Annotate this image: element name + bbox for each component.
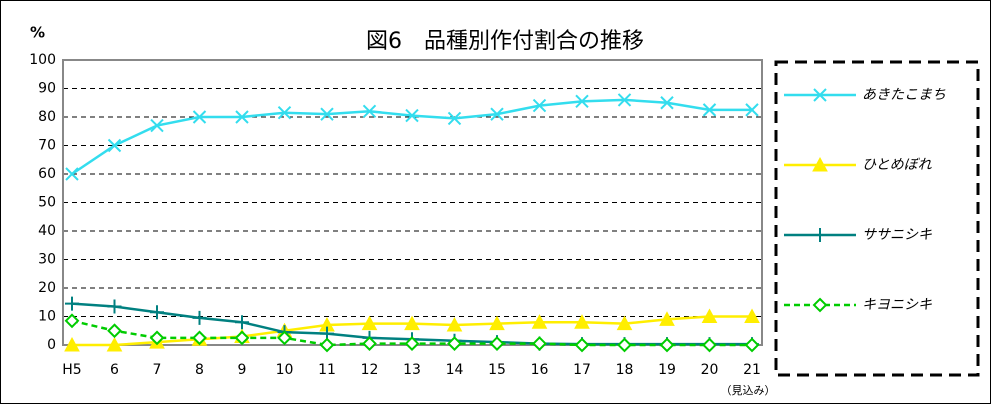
legend-marker [812, 156, 828, 172]
marker [320, 107, 334, 121]
marker [532, 336, 547, 351]
x-tick-label: 18 [616, 362, 634, 378]
x-tick-label: 15 [488, 362, 506, 378]
marker [404, 336, 420, 351]
marker [446, 316, 463, 332]
marker [405, 108, 419, 123]
y-tick-label: 70 [38, 138, 56, 154]
x-tick-label: 13 [403, 362, 421, 378]
x-tick-label: 8 [195, 362, 204, 378]
marker [574, 314, 590, 329]
y-tick-label: 80 [38, 109, 56, 125]
x-tick-label: 7 [153, 362, 162, 378]
y-tick-label: 100 [29, 52, 56, 68]
marker [574, 337, 590, 353]
x-tick-label: 6 [110, 362, 119, 378]
marker [277, 330, 292, 346]
x-tick-label: H5 [62, 362, 81, 378]
marker [361, 315, 378, 331]
marker [659, 337, 675, 353]
legend-label: ひとめぼれ [862, 157, 933, 173]
marker [192, 110, 207, 124]
y-tick-label: 30 [38, 252, 56, 268]
x-tick-label: 16 [531, 362, 549, 378]
marker [702, 337, 717, 353]
marker [235, 110, 249, 124]
marker [362, 336, 377, 351]
x-tick-label: 17 [573, 362, 591, 378]
marker [107, 299, 122, 314]
marker [532, 98, 547, 113]
marker [490, 107, 504, 121]
x-tick-label: 14 [446, 362, 464, 378]
marker [489, 336, 505, 351]
x-tick-label: 10 [276, 362, 294, 378]
x-tick-label: 9 [238, 362, 247, 378]
x-tick-label: 11 [318, 362, 336, 378]
marker [616, 315, 633, 331]
y-tick-label: 40 [38, 223, 56, 239]
marker [744, 337, 760, 353]
marker [150, 305, 164, 320]
marker [64, 336, 80, 352]
legend-box [774, 60, 980, 377]
marker [192, 330, 207, 346]
marker [149, 330, 165, 346]
y-axis-label: % [30, 24, 45, 42]
chart-title: 図6 品種別作付割合の推移 [366, 29, 644, 54]
marker [404, 315, 420, 331]
marker [701, 308, 718, 323]
marker [362, 104, 377, 119]
marker [65, 296, 79, 311]
y-tick-label: 50 [38, 195, 56, 211]
x-tick-label: 20 [701, 362, 719, 378]
marker [489, 315, 505, 331]
marker [660, 96, 674, 110]
marker [319, 337, 335, 353]
marker [64, 313, 80, 329]
marker [106, 336, 123, 352]
legend-label: あきたこまち [862, 87, 946, 103]
marker [575, 94, 589, 109]
marker [234, 330, 250, 346]
marker [447, 111, 462, 126]
marker [65, 167, 79, 181]
legend-label: ササニシキ [862, 227, 932, 243]
marker [150, 118, 164, 133]
y-tick-label: 0 [47, 337, 56, 353]
marker [447, 336, 462, 351]
y-tick-label: 60 [38, 166, 56, 182]
x-tick-label: 12 [361, 362, 379, 378]
y-tick-label: 10 [38, 309, 56, 325]
x-note: （見込み） [721, 384, 776, 397]
marker [107, 138, 122, 153]
legend-marker [813, 228, 827, 242]
marker [192, 310, 207, 325]
legend-marker [812, 297, 828, 313]
y-tick-label: 20 [38, 280, 56, 296]
marker [277, 106, 292, 120]
marker [745, 103, 759, 117]
legend-label: キヨニシキ [862, 297, 932, 313]
y-tick-label: 90 [38, 81, 56, 97]
marker [235, 315, 249, 330]
x-tick-label: 19 [658, 362, 676, 378]
marker [744, 308, 760, 323]
marker [617, 93, 632, 107]
marker [702, 103, 717, 117]
marker [531, 314, 548, 329]
marker [617, 337, 632, 353]
legend-marker [813, 88, 827, 102]
marker [659, 311, 675, 326]
marker [107, 323, 122, 339]
x-tick-label: 21 [743, 362, 761, 378]
